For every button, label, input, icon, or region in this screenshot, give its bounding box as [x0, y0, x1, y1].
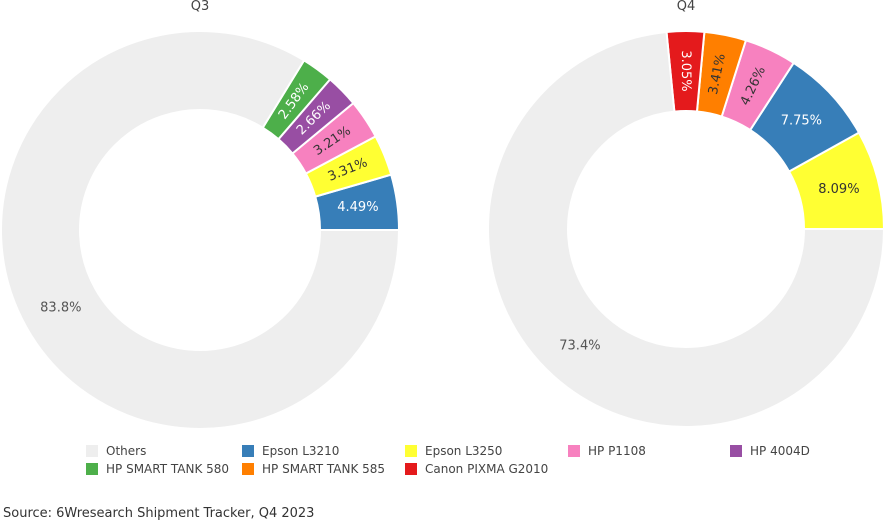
- legend-item-canon-pixma-g2010[interactable]: Canon PIXMA G2010: [405, 462, 548, 476]
- legend-item-epson-l3250[interactable]: Epson L3250: [405, 444, 502, 458]
- source-note: Source: 6Wresearch Shipment Tracker, Q4 …: [3, 506, 315, 521]
- legend-swatch-others: [86, 445, 98, 457]
- chart-title-q3: Q3: [191, 0, 210, 14]
- legend-label-hp-smart-tank-580: HP SMART TANK 580: [106, 462, 229, 476]
- legend-label-others: Others: [106, 444, 146, 458]
- slice-q4-others: [487, 30, 886, 428]
- legend-item-others[interactable]: Others: [86, 444, 146, 458]
- legend-item-hp-smart-tank-580[interactable]: HP SMART TANK 580: [86, 462, 229, 476]
- legend-swatch-hp-smart-tank-585: [242, 463, 254, 475]
- legend-label-epson-l3210: Epson L3210: [262, 444, 339, 458]
- legend-label-hp-p1108: HP P1108: [588, 444, 646, 458]
- legend-label-epson-l3250: Epson L3250: [425, 444, 502, 458]
- legend-label-canon-pixma-g2010: Canon PIXMA G2010: [425, 462, 548, 476]
- legend-item-hp-smart-tank-585[interactable]: HP SMART TANK 585: [242, 462, 385, 476]
- legend-item-hp-p1108[interactable]: HP P1108: [568, 444, 646, 458]
- slice-label-q4-canon-pixma-g2010: 3.05%: [678, 50, 693, 91]
- legend-swatch-hp-4004d: [730, 445, 742, 457]
- legend-swatch-hp-p1108: [568, 445, 580, 457]
- slice-label-q3-epson-l3210: 4.49%: [337, 200, 378, 215]
- chart-title-q4: Q4: [677, 0, 696, 14]
- donut-charts: Q34.49%3.31%3.21%2.66%2.58%83.8%Q48.09%7…: [0, 0, 886, 476]
- slice-label-q4-others: 73.4%: [559, 339, 600, 354]
- donut-q4: Q48.09%7.75%4.26%3.41%3.05%73.4%: [487, 0, 886, 428]
- legend-swatch-canon-pixma-g2010: [405, 463, 417, 475]
- legend-swatch-hp-smart-tank-580: [86, 463, 98, 475]
- legend-swatch-epson-l3250: [405, 445, 417, 457]
- slice-q3-others: [0, 30, 401, 430]
- legend-label-hp-4004d: HP 4004D: [750, 444, 810, 458]
- legend: Others Epson L3210 Epson L3250 HP P1108 HP 4…: [86, 444, 810, 476]
- slice-label-q4-epson-l3250: 8.09%: [818, 182, 859, 197]
- slice-label-q3-others: 83.8%: [40, 300, 81, 315]
- legend-item-hp-4004d[interactable]: HP 4004D: [730, 444, 810, 458]
- legend-item-epson-l3210[interactable]: Epson L3210: [242, 444, 339, 458]
- slice-label-q4-epson-l3210: 7.75%: [781, 114, 822, 129]
- donut-q3: Q34.49%3.31%3.21%2.66%2.58%83.8%: [0, 0, 401, 430]
- donuts-layer: Q34.49%3.31%3.21%2.66%2.58%83.8%Q48.09%7…: [0, 0, 886, 430]
- legend-swatch-epson-l3210: [242, 445, 254, 457]
- legend-label-hp-smart-tank-585: HP SMART TANK 585: [262, 462, 385, 476]
